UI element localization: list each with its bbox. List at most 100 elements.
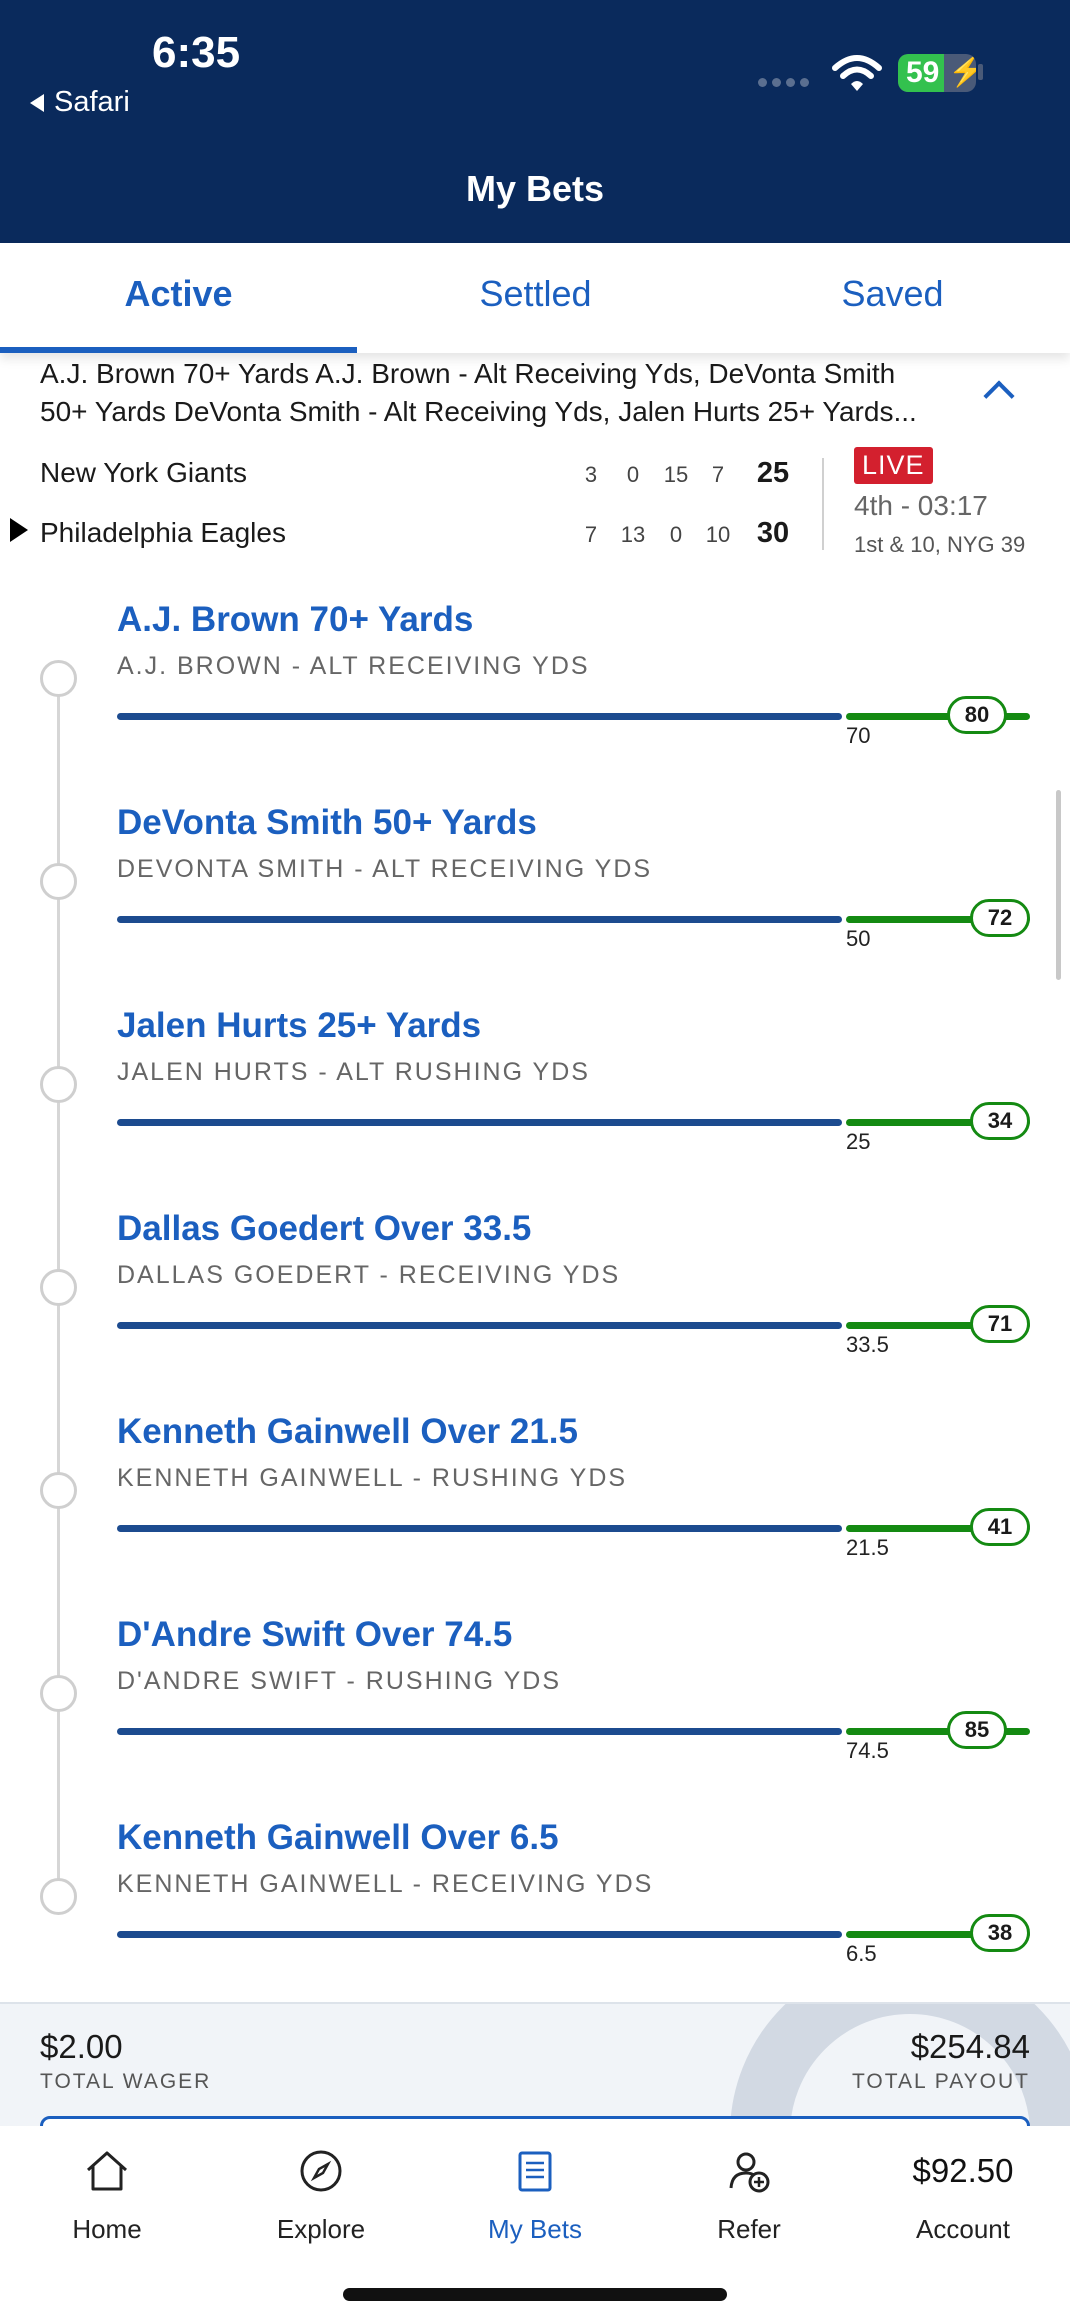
quarter-score: 3	[584, 462, 598, 487]
nav-explore[interactable]: Explore	[236, 2138, 406, 2245]
leg-market: DALLAS GOEDERT - RECEIVING YDS	[117, 1261, 621, 1289]
leg-market: DEVONTA SMITH - ALT RECEIVING YDS	[117, 855, 653, 883]
active-tab-indicator	[0, 347, 357, 353]
collapse-chevron-up-icon[interactable]	[983, 380, 1015, 412]
nav-home[interactable]: Home	[22, 2138, 192, 2245]
leg-line-value: 70	[846, 723, 871, 748]
nav-home-label: Home	[72, 2214, 142, 2244]
bet-slip-icon	[450, 2138, 620, 2204]
app-header: 6:35 Safari 59 ⚡ My Bets	[0, 0, 1070, 243]
progress-bar-to-line	[117, 916, 842, 923]
bet-description-line: 50+ Yards DeVonta Smith - Alt Receiving …	[40, 396, 917, 427]
leg-current-value: 38	[970, 1914, 1030, 1952]
game-clock: 4th - 03:17	[854, 490, 988, 521]
cash-out-button[interactable]	[40, 2116, 1030, 2126]
leg-current-value: 34	[970, 1102, 1030, 1140]
back-arrow-icon	[30, 93, 44, 112]
leg-line-value: 21.5	[846, 1535, 889, 1560]
quarter-score: 10	[705, 522, 731, 547]
tab-settled[interactable]: Settled	[479, 273, 592, 314]
leg-current-value: 41	[970, 1508, 1030, 1546]
bottom-nav: Home Explore My Bets Refer $92.50 Accoun…	[0, 2126, 1070, 2319]
progress-bar-to-line	[117, 1728, 842, 1735]
live-badge: LIVE	[854, 447, 933, 484]
bet-totals: $2.00 TOTAL WAGER $254.84 TOTAL PAYOUT	[0, 2002, 1070, 2126]
leg-current-value: 85	[947, 1711, 1007, 1749]
nav-explore-label: Explore	[276, 2214, 366, 2244]
leg-market: KENNETH GAINWELL - RECEIVING YDS	[117, 1870, 654, 1898]
tab-active[interactable]: Active	[124, 273, 233, 314]
compass-icon	[236, 2138, 406, 2204]
leg-title: Kenneth Gainwell Over 6.5	[117, 1818, 559, 1857]
leg-market: KENNETH GAINWELL - RUSHING YDS	[117, 1464, 628, 1492]
battery-level: 59	[906, 56, 940, 89]
leg-status-circle	[40, 1472, 77, 1509]
leg-title: DeVonta Smith 50+ Yards	[117, 803, 537, 842]
nav-refer-label: Refer	[717, 2214, 781, 2244]
leg-status-circle	[40, 1675, 77, 1712]
leg-current-value: 80	[947, 696, 1007, 734]
progress-bar-over-line	[846, 916, 1030, 923]
leg-current-value: 71	[970, 1305, 1030, 1343]
nav-my-bets-label: My Bets	[488, 2214, 582, 2244]
total-score-home: 30	[756, 517, 790, 549]
scoreboard-divider	[822, 458, 824, 550]
total-score-away: 25	[756, 457, 790, 489]
leg-title: D'Andre Swift Over 74.5	[117, 1615, 513, 1654]
page-title: My Bets	[465, 168, 605, 209]
down-and-distance: 1st & 10, NYG 39	[854, 532, 1026, 557]
back-to-safari[interactable]: Safari	[30, 86, 130, 119]
account-balance: $92.50	[912, 2152, 1014, 2189]
bets-tabs: Active Settled Saved	[0, 243, 1070, 353]
progress-bar-over-line	[846, 1728, 1030, 1735]
progress-bar-over-line	[846, 1119, 1030, 1126]
tab-saved[interactable]: Saved	[841, 273, 944, 314]
quarter-score: 13	[620, 522, 646, 547]
total-wager-value: $2.00	[40, 2028, 123, 2065]
nav-my-bets[interactable]: My Bets	[450, 2138, 620, 2245]
total-payout-value: $254.84	[910, 2028, 1030, 2065]
leg-title: A.J. Brown 70+ Yards	[117, 600, 474, 639]
progress-bar-over-line	[846, 713, 1030, 720]
quarter-score: 0	[669, 522, 683, 547]
leg-market: A.J. BROWN - ALT RECEIVING YDS	[117, 652, 590, 680]
progress-bar-over-line	[846, 1931, 1030, 1938]
leg-status-circle	[40, 1066, 77, 1103]
cellular-signal-icon	[758, 78, 809, 87]
team-name-away: New York Giants	[40, 457, 247, 488]
wifi-icon	[832, 55, 882, 91]
progress-bar-to-line	[117, 713, 842, 720]
leg-line-value: 25	[846, 1129, 871, 1154]
leg-status-circle	[40, 1269, 77, 1306]
total-wager-label: TOTAL WAGER	[40, 2070, 212, 2093]
home-indicator[interactable]	[343, 2288, 727, 2301]
leg-status-circle	[40, 1878, 77, 1915]
possession-icon	[10, 518, 28, 542]
bet-description: A.J. Brown 70+ Yards A.J. Brown - Alt Re…	[40, 355, 960, 431]
add-person-icon	[664, 2138, 834, 2204]
home-icon	[22, 2138, 192, 2204]
leg-current-value: 72	[970, 899, 1030, 937]
total-payout-label: TOTAL PAYOUT	[851, 2070, 1030, 2093]
back-app-label: Safari	[54, 86, 130, 118]
progress-bar-over-line	[846, 1525, 1030, 1532]
quarter-score: 15	[663, 462, 689, 487]
leg-line-value: 50	[846, 926, 871, 951]
progress-bar-to-line	[117, 1322, 842, 1329]
leg-market: JALEN HURTS - ALT RUSHING YDS	[117, 1058, 590, 1086]
scrollbar[interactable]	[1056, 790, 1061, 980]
leg-line-value: 6.5	[846, 1941, 877, 1966]
team-name-home: Philadelphia Eagles	[40, 517, 286, 548]
leg-status-circle	[40, 863, 77, 900]
nav-account[interactable]: $92.50 Account	[878, 2138, 1048, 2245]
leg-status-circle	[40, 660, 77, 697]
nav-refer[interactable]: Refer	[664, 2138, 834, 2245]
battery-icon: 59 ⚡	[898, 54, 976, 92]
progress-bar-to-line	[117, 1525, 842, 1532]
leg-title: Kenneth Gainwell Over 21.5	[117, 1412, 578, 1451]
leg-line-value: 33.5	[846, 1332, 889, 1357]
progress-bar-to-line	[117, 1119, 842, 1126]
bet-description-line: A.J. Brown 70+ Yards A.J. Brown - Alt Re…	[40, 358, 896, 389]
nav-account-label: Account	[916, 2214, 1010, 2244]
progress-bar-to-line	[117, 1931, 842, 1938]
